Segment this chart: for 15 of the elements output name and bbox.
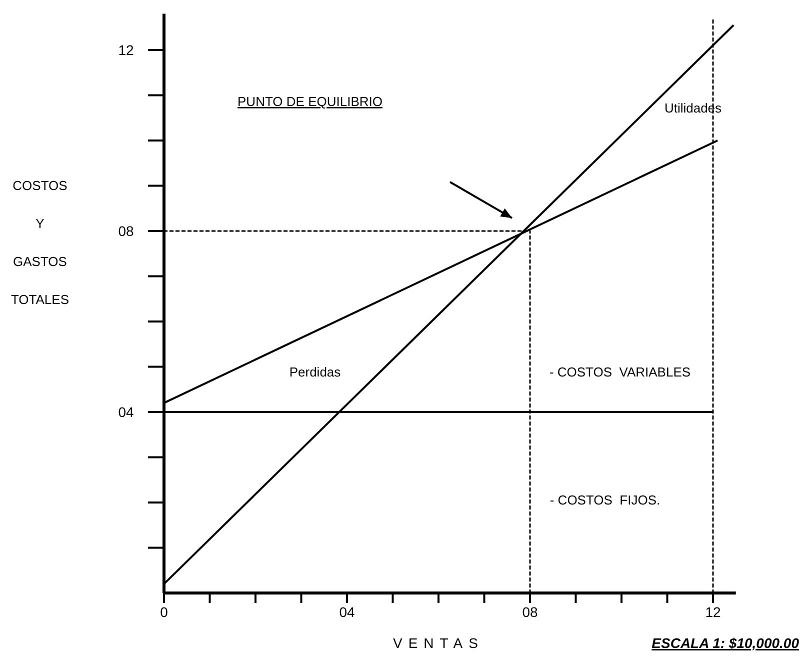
x-axis-title: VENTAS	[393, 635, 484, 651]
text: COSTOS Y GASTOS TOTALES	[10, 178, 70, 307]
text: ESCALA 1: $10,000.00	[652, 635, 800, 651]
annotation: - COSTOS VARIABLES	[549, 364, 691, 380]
y-tick-label: 12	[118, 42, 134, 58]
annotation: PUNTO DE EQUILIBRIO	[238, 94, 382, 109]
x-tick-label: 0	[160, 604, 168, 620]
y-tick-label: 04	[118, 404, 134, 420]
annotation: Utilidades	[664, 100, 722, 116]
y-tick-label: 08	[118, 222, 134, 239]
annotation: Perdidas	[289, 364, 342, 380]
x-tick-label: 12	[705, 604, 721, 620]
x-tick-label: 04	[339, 604, 355, 620]
annotation: - COSTOS FIJOS.	[550, 492, 660, 508]
x-tick-label: 08	[522, 604, 538, 620]
